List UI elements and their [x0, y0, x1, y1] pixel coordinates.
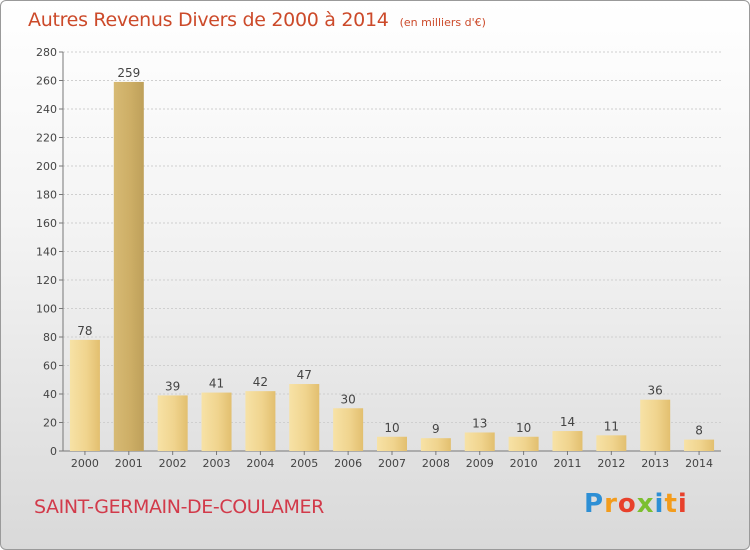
y-tick-label: 40: [43, 388, 57, 401]
bar: [69, 339, 100, 451]
y-tick-label: 180: [36, 189, 57, 202]
y-tick-label: 140: [36, 246, 57, 259]
x-tick-label: 2006: [334, 457, 362, 470]
logo-letter: t: [664, 489, 678, 519]
x-tick-label: 2000: [71, 457, 99, 470]
bar: [333, 408, 364, 451]
labels: 0 20 40 60 80 100 120 140 160 180 200 220 240 260 280 7…: [36, 46, 713, 470]
y-tick-label: 240: [36, 103, 57, 116]
logo-letter: x: [636, 489, 655, 519]
bar: [201, 392, 232, 451]
x-tick-label: 2010: [510, 457, 538, 470]
proxiti-logo: Proxiti: [584, 489, 688, 519]
x-tick-label: 2007: [378, 457, 406, 470]
bar: [157, 395, 188, 451]
logo-letter: i: [654, 489, 665, 519]
x-tick-label: 2002: [159, 457, 187, 470]
bar-value-label: 8: [695, 424, 703, 438]
bar-value-label: 11: [604, 419, 619, 433]
y-tick-label: 0: [50, 445, 57, 458]
bar: [245, 391, 276, 451]
x-tick-label: 2004: [246, 457, 274, 470]
bar-value-label: 10: [384, 421, 399, 435]
bar-value-label: 259: [117, 66, 140, 80]
bar: [552, 431, 583, 451]
x-tick-label: 2003: [203, 457, 231, 470]
bar-value-label: 39: [165, 379, 180, 393]
bar: [464, 432, 495, 451]
bar: [640, 399, 671, 451]
bars: [69, 81, 715, 452]
bar-value-label: 10: [516, 421, 531, 435]
y-tick-label: 260: [36, 75, 57, 88]
x-tick-label: 2014: [685, 457, 713, 470]
bar: [113, 81, 144, 452]
y-tick-label: 160: [36, 217, 57, 230]
y-tick-label: 200: [36, 160, 57, 173]
bar-value-label: 41: [209, 377, 224, 391]
x-tick-label: 2001: [115, 457, 143, 470]
chart-unit: (en milliers d'€): [399, 16, 486, 29]
bar: [508, 436, 539, 451]
chart-title-block: Autres Revenus Divers de 2000 à 2014 (en…: [28, 9, 486, 31]
bar-value-label: 13: [472, 416, 487, 430]
bar-value-label: 14: [560, 415, 575, 429]
place-name: SAINT-GERMAIN-DE-COULAMER: [34, 496, 324, 518]
bar: [684, 439, 715, 451]
y-tick-label: 60: [43, 360, 57, 373]
x-tick-label: 2013: [641, 457, 669, 470]
bar: [420, 438, 451, 451]
x-tick-label: 2005: [290, 457, 318, 470]
bar-value-label: 42: [253, 375, 268, 389]
y-tick-label: 80: [43, 331, 57, 344]
bar: [596, 435, 627, 451]
logo-letter: i: [677, 489, 688, 519]
bar-value-label: 36: [648, 384, 663, 398]
logo-letter: o: [617, 489, 637, 519]
grid-lines: [63, 51, 721, 423]
bar-value-label: 30: [340, 392, 355, 406]
bar: [289, 384, 320, 451]
axes: [59, 51, 721, 455]
chart-title: Autres Revenus Divers de 2000 à 2014: [28, 9, 389, 31]
logo-letter: P: [584, 489, 605, 519]
x-tick-label: 2011: [553, 457, 581, 470]
x-tick-label: 2008: [422, 457, 450, 470]
y-tick-label: 20: [43, 417, 57, 430]
x-tick-label: 2009: [466, 457, 494, 470]
y-tick-label: 120: [36, 274, 57, 287]
x-tick-label: 2012: [597, 457, 625, 470]
bar-value-label: 9: [432, 422, 440, 436]
bar-value-label: 47: [297, 368, 312, 382]
bar: [377, 436, 407, 451]
bar-value-label: 78: [77, 324, 92, 338]
logo-letter: r: [604, 489, 618, 519]
y-tick-label: 100: [36, 303, 57, 316]
y-tick-label: 220: [36, 132, 57, 145]
y-tick-label: 280: [36, 46, 57, 59]
